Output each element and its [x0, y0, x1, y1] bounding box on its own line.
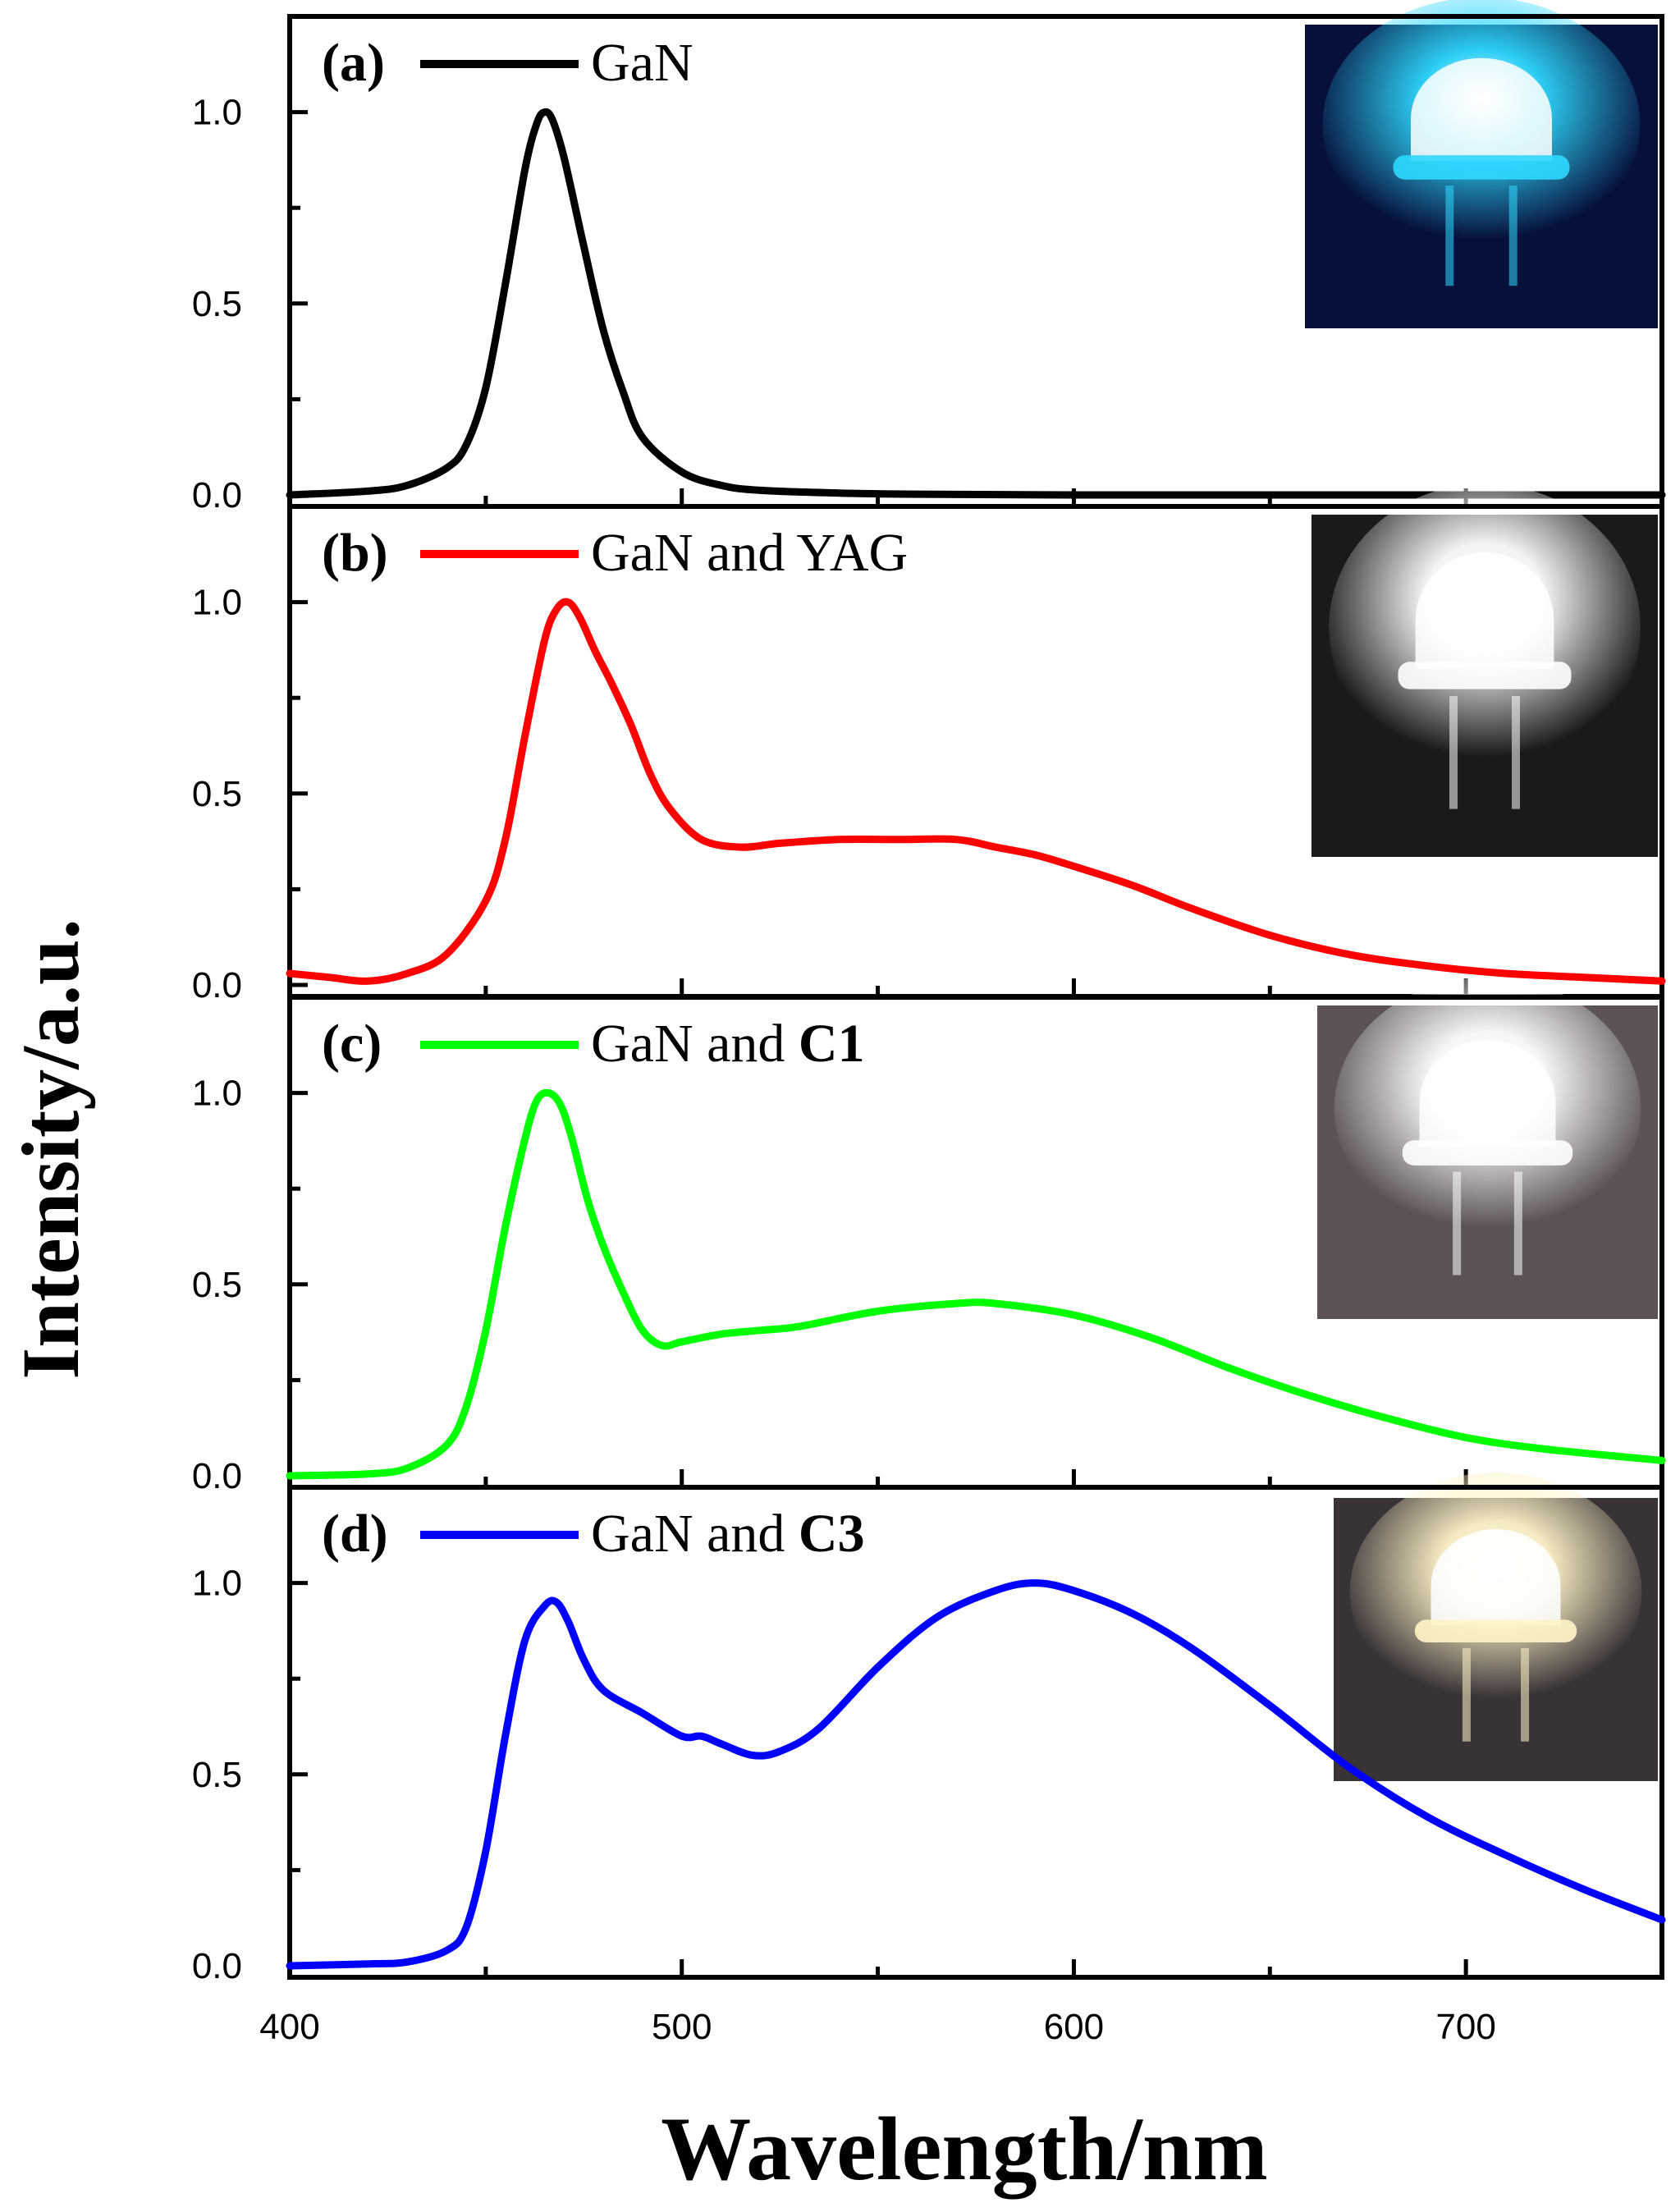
led-flange	[1414, 1619, 1577, 1642]
series-line	[286, 1579, 1666, 1970]
y-tick-label: 0.5	[192, 284, 242, 324]
led-dome	[1431, 1528, 1561, 1626]
x-tick-label: 600	[1044, 2007, 1104, 2047]
panel-c: 0.0 0.5 1.0 (c) GaN and C1	[192, 977, 1666, 1496]
series-line	[286, 108, 1666, 499]
legend-text-bold: C1	[799, 1014, 865, 1074]
y-tick-label: 0.0	[192, 1946, 242, 1986]
panel-b: 0.0 0.5 1.0 (b) GaN and YAG	[192, 483, 1666, 1005]
y-axis-title: Intensity/a.u.	[5, 918, 96, 1379]
panel-label: (d)	[322, 1504, 388, 1564]
led-flange	[1402, 1140, 1573, 1166]
legend-entry: GaN and C1	[591, 1014, 865, 1074]
series-line	[286, 1088, 1666, 1480]
legend-entry: GaN and YAG	[591, 523, 908, 583]
blue-led-photo	[1305, 0, 1658, 328]
legend-entry: GaN and C3	[591, 1504, 865, 1564]
legend-text: GaN and	[591, 1014, 799, 1074]
y-tick-label: 0.5	[192, 774, 242, 814]
white-led-photo	[1311, 483, 1658, 857]
y-tick-label: 0.5	[192, 1265, 242, 1305]
x-tick-label: 500	[652, 2007, 712, 2047]
y-tick-label: 1.0	[192, 583, 242, 623]
white-led-photo	[1317, 977, 1658, 1319]
led-dome	[1411, 57, 1552, 162]
panel-label: (b)	[322, 523, 388, 583]
panel-d: 0.0 0.5 1.0 (d) GaN and C3	[192, 1472, 1666, 1986]
x-axis: 400 500 600 700	[259, 2007, 1496, 2047]
led-dome	[1415, 552, 1554, 669]
panel-a: 0.0 0.5 1.0 (a) GaN	[192, 0, 1666, 515]
warm-white-led-photo	[1334, 1472, 1658, 1781]
led-flange	[1393, 155, 1570, 180]
led-flange	[1398, 662, 1572, 689]
legend-entry: GaN	[591, 33, 694, 93]
y-tick-label: 0.0	[192, 965, 242, 1005]
y-tick-label: 1.0	[192, 1074, 242, 1114]
legend-text: GaN and	[591, 1504, 799, 1564]
x-axis-title: Wavelength/nm	[661, 2099, 1268, 2199]
y-tick-label: 0.0	[192, 475, 242, 515]
y-tick-label: 1.0	[192, 1564, 242, 1604]
plot-frame	[287, 1485, 1664, 1980]
legend-text-bold: C3	[799, 1504, 865, 1564]
panel-label: (a)	[322, 33, 385, 93]
x-tick-label: 700	[1435, 2007, 1495, 2047]
y-tick-label: 1.0	[192, 93, 242, 133]
legend-text: GaN	[591, 33, 694, 93]
led-dome	[1419, 1040, 1556, 1147]
y-tick-label: 0.0	[192, 1456, 242, 1496]
x-tick-label: 400	[259, 2007, 319, 2047]
legend-text: GaN and YAG	[591, 523, 908, 583]
y-tick-label: 0.5	[192, 1755, 242, 1795]
series-line	[286, 598, 1666, 985]
panel-label: (c)	[322, 1014, 382, 1074]
